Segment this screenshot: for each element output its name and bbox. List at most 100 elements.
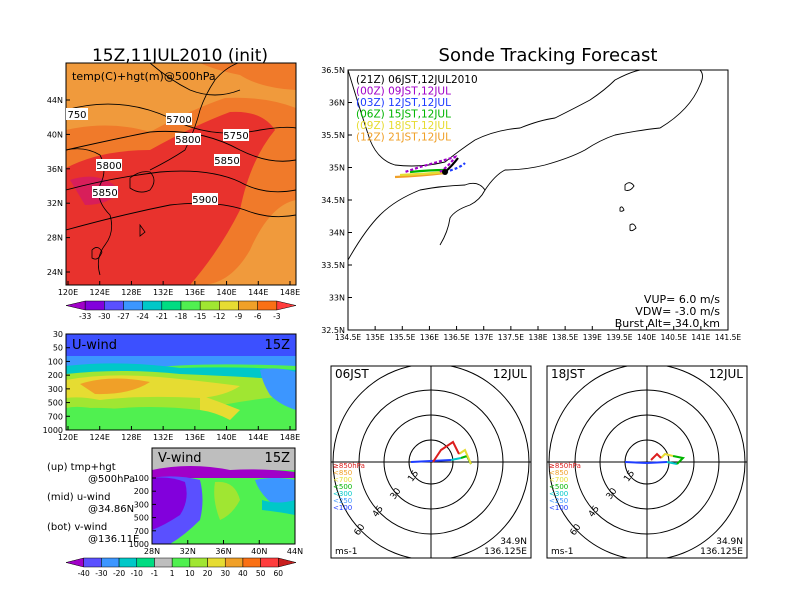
island — [629, 223, 637, 232]
u-wind-label: U-wind — [72, 338, 117, 353]
hodo-legend-item: <250 — [333, 497, 352, 505]
lon-tick-label: 144E — [248, 433, 268, 442]
main-title: Sonde Tracking Forecast — [439, 45, 658, 66]
hodo-legend-item: <850 — [333, 469, 352, 477]
island — [619, 206, 625, 212]
colorbar-tick-label: 1 — [170, 569, 175, 578]
cold-north — [200, 63, 296, 90]
hodo-legend-item: <250 — [549, 497, 568, 505]
map-lon-ticks: 134.5E 135E 135.5E 136E 136.5E 137E 137.5E 138E… — [335, 326, 741, 342]
launch-point — [442, 169, 448, 175]
lon-tick-label: 120E — [58, 433, 78, 442]
colorbar-tick-label: -3 — [273, 312, 281, 321]
colorbar-tick-label: -15 — [194, 312, 206, 321]
lon-tick-label: 141E — [691, 333, 710, 342]
colorbar-swatch — [257, 300, 278, 311]
contour-label: 5850 — [214, 156, 239, 167]
colorbar-swatch — [260, 557, 279, 568]
sonde-tracks — [394, 155, 466, 179]
lon-tick-label: 139E — [583, 333, 602, 342]
colorbar-tick-label: -12 — [213, 312, 225, 321]
colorbar-tick-label: -33 — [79, 312, 91, 321]
lat-tick-label: 32N — [47, 199, 63, 208]
colorbar-swatch — [142, 300, 163, 311]
top-colorbar: -33 -30 -27 -24 -21 -18 -15 -12 -9 -6 -3 — [65, 300, 297, 321]
colorbar-tick-label: -18 — [175, 312, 187, 321]
hodograph-trace — [666, 461, 678, 465]
colorbar-swatch — [136, 557, 155, 568]
colorbar-swatch — [238, 300, 258, 311]
colorbar-tick-label: -40 — [78, 569, 90, 578]
hodograph-date: 12JUL — [493, 367, 528, 381]
note-mid-1: (mid) u-wind — [47, 492, 110, 503]
pressure-tick-label: 100 — [134, 474, 149, 483]
lon-tick-label: 136E — [185, 288, 205, 297]
lat-tick-label: 40N — [47, 130, 63, 139]
pressure-tick-label: 1000 — [43, 426, 63, 435]
track-09z — [399, 170, 446, 177]
track-legend-item: (09Z) 18JST,12JUL — [356, 120, 451, 132]
lat-tick-label: 36.5N — [321, 66, 345, 75]
lat-tick-label: 32.5N — [321, 326, 345, 335]
hodo-legend-item: <300 — [333, 490, 352, 498]
hodograph-trace — [672, 455, 686, 465]
lat-tick-label: 34.5N — [321, 196, 345, 205]
contour-label: 750 — [67, 110, 86, 121]
note-mid-2: @34.86N — [88, 504, 134, 515]
colorbar-swatch — [189, 557, 208, 568]
colorbar-swatch — [207, 557, 226, 568]
hodograph-trace — [624, 461, 668, 465]
colorbar-tick-label: -1 — [151, 569, 159, 578]
hodograph-lon: 136.125E — [484, 547, 527, 557]
hodograph-unit: ms-1 — [551, 547, 573, 557]
lat-tick-label: 35.5N — [321, 131, 345, 140]
lon-tick-label: 144E — [248, 288, 268, 297]
colorbar-swatch — [171, 557, 191, 568]
colorbar-swatch — [123, 300, 143, 311]
hodograph-trace — [660, 452, 674, 459]
lon-tick-label: 128E — [121, 433, 141, 442]
hodo-legend-item: <100 — [549, 504, 568, 512]
lon-tick-label: 120E — [58, 288, 78, 297]
u-wind-y-ticks: 30 50 100 200 300 500 700 1000 — [43, 330, 70, 435]
island — [624, 182, 635, 191]
hodograph-trace — [450, 457, 462, 461]
colorbar-tick-label: -10 — [131, 569, 143, 578]
track-legend-item: (12Z) 21JST,12JUL — [356, 132, 451, 144]
colorbar-swatch — [118, 557, 138, 568]
lon-tick-label: 139.5E — [606, 333, 632, 342]
colorbar-tick-label: 40 — [238, 569, 248, 578]
pressure-tick-label: 100 — [48, 357, 63, 366]
lon-tick-label: 124E — [90, 433, 110, 442]
hodo-legend-item: <850 — [549, 469, 568, 477]
lon-tick-label: 132E — [153, 288, 173, 297]
hodograph-trace — [458, 448, 472, 465]
burst-text: Burst Alt= 34.0 km — [615, 317, 720, 330]
lon-tick-label: 134.5E — [335, 333, 361, 342]
lat-tick-label: 44N — [287, 547, 303, 556]
colorbar-swatch — [83, 557, 102, 568]
v-wind-time: 15Z — [265, 451, 291, 466]
top-map-label: temp(C)+hgt(m)@500hPa — [72, 70, 216, 83]
lon-tick-label: 137.5E — [498, 333, 524, 342]
pressure-tick-label: 30 — [53, 330, 63, 339]
note-bot-1: (bot) v-wind — [47, 522, 107, 533]
track-legend: (21Z) 06JST,12JUL2010(00Z) 09JST,12JUL(0… — [356, 74, 478, 144]
colorbar-tick-label: -30 — [98, 312, 110, 321]
lon-tick-label: 136E — [185, 433, 205, 442]
pressure-tick-label: 300 — [48, 385, 63, 394]
lon-tick-label: 132E — [153, 433, 173, 442]
lon-tick-label: 136E — [420, 333, 439, 342]
lat-tick-label: 35N — [329, 164, 345, 173]
pressure-tick-label: 700 — [48, 412, 63, 421]
track-legend-item: (06Z) 15JST,12JUL — [356, 109, 451, 121]
colorbar-tick-label: -21 — [156, 312, 168, 321]
pressure-tick-label: 200 — [134, 487, 149, 496]
contour-label: 5700 — [166, 115, 191, 126]
colorbar-tick-label: 10 — [185, 569, 195, 578]
lat-tick-label: 36N — [329, 99, 345, 108]
hodograph-unit: ms-1 — [335, 547, 357, 557]
colorbar-swatch — [101, 557, 120, 568]
contour-label: 5900 — [192, 195, 217, 206]
